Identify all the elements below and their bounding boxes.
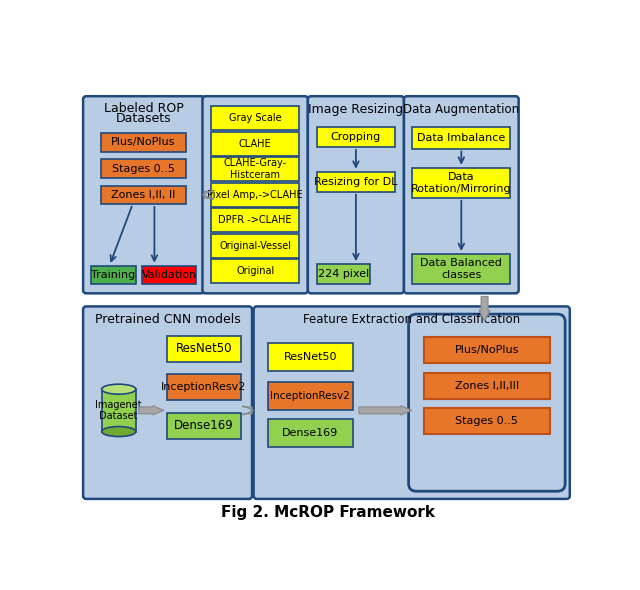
Text: Image Resizing: Image Resizing bbox=[308, 103, 403, 116]
Bar bbox=[211, 183, 300, 206]
Text: Zones I,II, II: Zones I,II, II bbox=[111, 190, 176, 200]
Text: 224 pixel: 224 pixel bbox=[318, 269, 369, 279]
Text: Fig 2. McROP Framework: Fig 2. McROP Framework bbox=[221, 505, 435, 520]
Text: DPFR ->CLAHE: DPFR ->CLAHE bbox=[218, 215, 292, 225]
FancyArrow shape bbox=[243, 406, 253, 415]
FancyBboxPatch shape bbox=[202, 96, 308, 293]
Bar bbox=[317, 172, 395, 192]
Ellipse shape bbox=[102, 384, 136, 394]
Text: Data Balanced
classes: Data Balanced classes bbox=[420, 258, 502, 280]
Text: Dense169: Dense169 bbox=[174, 419, 234, 432]
FancyArrow shape bbox=[202, 190, 213, 199]
Text: Training: Training bbox=[92, 270, 136, 280]
Bar bbox=[91, 266, 136, 284]
FancyBboxPatch shape bbox=[404, 96, 518, 293]
Bar bbox=[424, 373, 550, 399]
Bar bbox=[424, 337, 550, 363]
Ellipse shape bbox=[102, 427, 136, 437]
Bar bbox=[167, 412, 241, 439]
Text: ResNet50: ResNet50 bbox=[284, 352, 337, 362]
Bar bbox=[424, 408, 550, 434]
Bar bbox=[167, 336, 241, 362]
Bar bbox=[268, 419, 353, 447]
FancyBboxPatch shape bbox=[408, 314, 565, 491]
Bar bbox=[211, 132, 300, 156]
Text: ResNet50: ResNet50 bbox=[176, 342, 232, 355]
FancyArrow shape bbox=[139, 406, 164, 415]
Bar bbox=[211, 106, 300, 130]
Text: Plus/NoPlus: Plus/NoPlus bbox=[454, 345, 519, 355]
Bar bbox=[101, 185, 186, 204]
Bar bbox=[101, 133, 186, 152]
Text: Datasets: Datasets bbox=[116, 112, 172, 125]
Text: InceptionResv2: InceptionResv2 bbox=[161, 382, 246, 392]
Text: CLAHE-Gray-
Histceram: CLAHE-Gray- Histceram bbox=[223, 159, 287, 180]
Text: Original-Vessel: Original-Vessel bbox=[219, 241, 291, 251]
Bar bbox=[211, 234, 300, 258]
Text: Pretrained CNN models: Pretrained CNN models bbox=[95, 313, 241, 326]
Bar bbox=[211, 208, 300, 232]
Bar bbox=[211, 158, 300, 181]
Text: Pixel Amp,->CLAHE: Pixel Amp,->CLAHE bbox=[207, 190, 303, 200]
FancyBboxPatch shape bbox=[253, 306, 570, 499]
Bar bbox=[412, 127, 510, 149]
Bar bbox=[412, 254, 510, 284]
Bar bbox=[268, 343, 353, 371]
Bar bbox=[211, 260, 300, 283]
Text: Original: Original bbox=[236, 266, 275, 276]
Text: Imagenet
Dataset: Imagenet Dataset bbox=[95, 399, 142, 421]
Text: Dense169: Dense169 bbox=[282, 428, 339, 438]
Text: Stages 0..5: Stages 0..5 bbox=[456, 416, 518, 426]
Bar bbox=[102, 389, 136, 431]
Bar bbox=[101, 159, 186, 178]
FancyBboxPatch shape bbox=[83, 96, 204, 293]
Text: Validation: Validation bbox=[141, 270, 196, 280]
Bar bbox=[142, 266, 196, 284]
Text: Gray Scale: Gray Scale bbox=[229, 113, 282, 123]
Text: Cropping: Cropping bbox=[331, 132, 381, 142]
Text: Data
Rotation/Mirroring: Data Rotation/Mirroring bbox=[411, 172, 511, 194]
Bar bbox=[268, 382, 353, 409]
Bar bbox=[317, 264, 370, 284]
Bar bbox=[317, 127, 395, 147]
Text: Data Imbalance: Data Imbalance bbox=[417, 133, 506, 143]
FancyArrow shape bbox=[479, 296, 490, 321]
Text: Labeled ROP: Labeled ROP bbox=[104, 102, 184, 115]
Bar bbox=[412, 168, 510, 198]
Text: Feature Extraction and Classification: Feature Extraction and Classification bbox=[303, 313, 520, 326]
Text: CLAHE: CLAHE bbox=[239, 139, 271, 149]
FancyBboxPatch shape bbox=[308, 96, 404, 293]
Text: Zones I,II,III: Zones I,II,III bbox=[455, 381, 519, 391]
Bar bbox=[167, 374, 241, 401]
Text: Resizing for DL: Resizing for DL bbox=[314, 176, 397, 186]
Text: Data Augmentation: Data Augmentation bbox=[403, 103, 520, 116]
Text: Plus/NoPlus: Plus/NoPlus bbox=[111, 137, 176, 148]
Text: InceptionResv2: InceptionResv2 bbox=[270, 391, 350, 401]
FancyArrow shape bbox=[359, 406, 412, 415]
FancyBboxPatch shape bbox=[83, 306, 252, 499]
Text: Stages 0..5: Stages 0..5 bbox=[112, 163, 175, 173]
